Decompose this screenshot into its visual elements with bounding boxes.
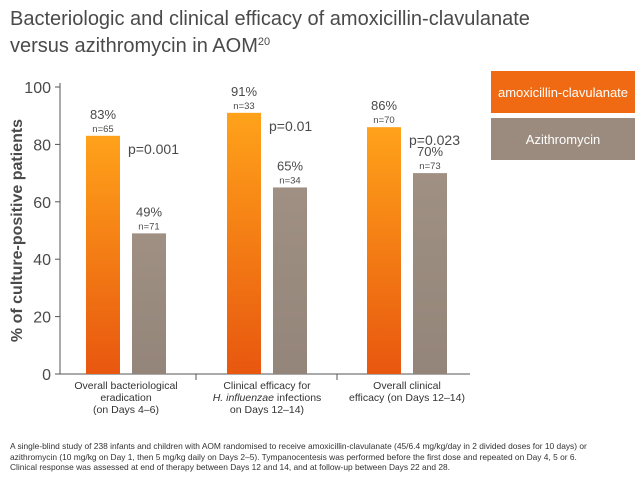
bar-amoxicillin-clavulanate <box>227 112 261 374</box>
legend-item-azithromycin: Azithromycin <box>491 118 635 160</box>
legend-item-amoxicillin-clavulanate: amoxicillin-clavulanate <box>491 71 635 113</box>
bar-value-label: 70% <box>417 144 443 159</box>
p-value-label: p=0.023 <box>409 132 460 148</box>
footnote-line: Clinical response was assessed at end of… <box>10 462 450 472</box>
x-category-label: Overall bacteriological eradication (on Da… <box>74 380 177 416</box>
bar-azithromycin <box>273 187 307 374</box>
bar-n-label: n=71 <box>138 221 159 232</box>
y-tick-label: 100 <box>24 80 51 97</box>
bar-value-label: 86% <box>371 98 397 113</box>
bar-n-label: n=73 <box>419 161 440 172</box>
p-value-label: p=0.001 <box>128 141 179 157</box>
y-axis-label: % of culture-positive patients <box>9 119 26 342</box>
bar-value-label: 65% <box>277 158 303 173</box>
x-category-label-line: eradication <box>100 392 152 404</box>
bar-n-label: n=65 <box>92 124 113 135</box>
footnote-line: azithromycin (10 mg/kg on Day 1, then 5 … <box>10 451 577 462</box>
chart-title: Bacteriologic and clinical efficacy of a… <box>10 8 530 57</box>
footnote: A single-blind study of 238 infants and … <box>10 441 630 473</box>
bar-n-label: n=34 <box>279 175 300 186</box>
bar-chart: 0 20 40 60 80 100 % of culture-positive patien… <box>9 80 470 416</box>
x-category-label-line: Overall clinical <box>373 380 441 392</box>
x-category-label-line: on Days 12–14) <box>230 404 304 416</box>
x-category-label-line: Clinical efficacy for <box>223 380 311 392</box>
p-value-label: p=0.01 <box>269 118 312 134</box>
y-tick-label: 40 <box>33 252 51 269</box>
x-category-label-line: (on Days 4–6) <box>93 404 159 416</box>
x-category-label-line: H. influenzae infections <box>213 392 322 404</box>
bar-value-label: 91% <box>231 84 257 99</box>
x-category-label: Overall clinical efficacy (on Days 12–14) <box>349 380 465 404</box>
footnote-line: A single-blind study of 238 infants and … <box>10 441 587 451</box>
y-tick-label: 60 <box>33 195 51 212</box>
x-category-label-italic: H. influenzae <box>213 392 277 404</box>
bar-value-label: 83% <box>90 107 116 122</box>
x-category-label-line: Overall bacteriological <box>74 380 177 392</box>
bar-azithromycin <box>413 173 447 374</box>
bar-value-label: 49% <box>136 204 162 219</box>
x-category-label: Clinical efficacy for H. influenzae infec… <box>213 380 322 416</box>
bar-amoxicillin-clavulanate <box>86 135 120 374</box>
bar-amoxicillin-clavulanate <box>367 127 401 375</box>
y-tick-label: 0 <box>42 367 51 384</box>
x-category-label-line: efficacy (on Days 12–14) <box>349 392 465 404</box>
y-tick-label: 80 <box>33 137 51 154</box>
bar-n-label: n=33 <box>233 101 254 112</box>
title-reference: 20 <box>257 36 271 48</box>
y-tick-label: 20 <box>33 310 51 327</box>
bar-azithromycin <box>132 233 166 374</box>
bar-n-label: n=70 <box>373 115 394 126</box>
